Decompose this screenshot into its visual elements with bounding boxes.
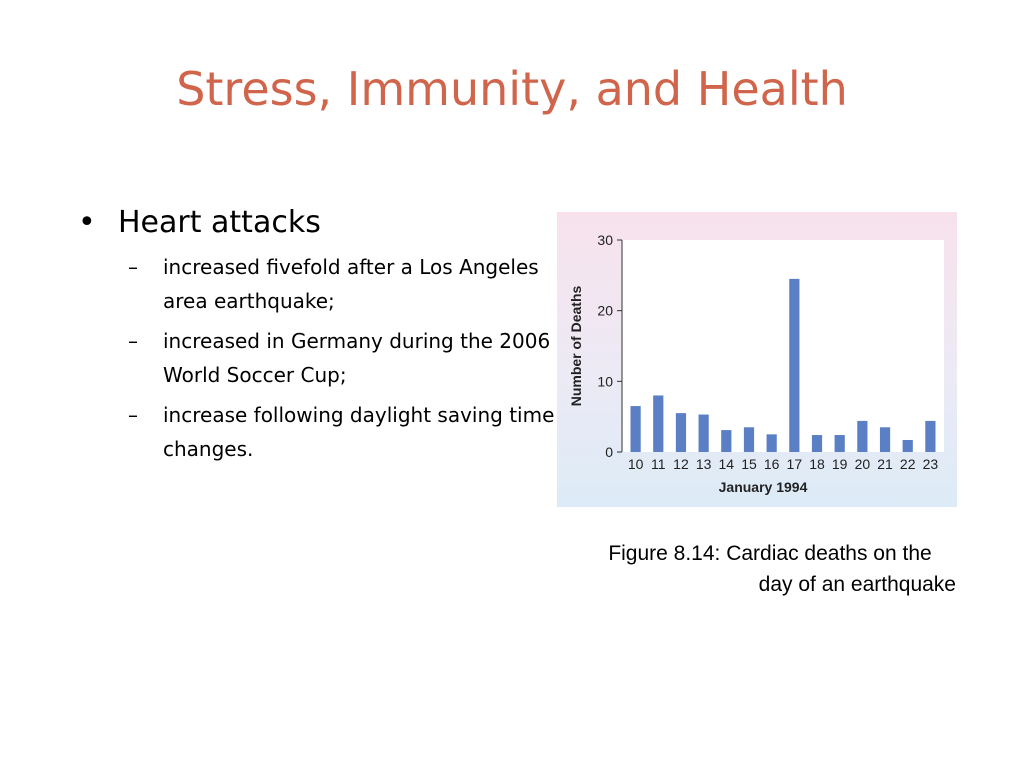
bar bbox=[789, 278, 800, 452]
subitem-text: increased fivefold after a Los Angeles a… bbox=[163, 255, 539, 313]
subitem-earthquake: – increased fivefold after a Los Angeles… bbox=[128, 250, 558, 318]
bar bbox=[743, 427, 755, 452]
slide-title: Stress, Immunity, and Health bbox=[176, 62, 848, 116]
bullet-text: Heart attacks bbox=[118, 205, 321, 240]
y-tick-label: 0 bbox=[605, 444, 613, 460]
x-tick-label: 23 bbox=[923, 456, 939, 472]
subitem-text: increased in Germany during the 2006 Wor… bbox=[163, 329, 551, 387]
y-axis-label: Number of Deaths bbox=[568, 286, 584, 407]
subitem-text: increase following daylight saving time … bbox=[163, 403, 555, 461]
figure-caption: Figure 8.14: Cardiac deaths on the day o… bbox=[560, 538, 980, 600]
caption-line-1: Figure 8.14: Cardiac deaths on the bbox=[608, 542, 932, 565]
bar bbox=[721, 430, 732, 452]
x-tick-label: 14 bbox=[719, 456, 735, 472]
bar bbox=[879, 427, 891, 452]
bar-chart: 0 10 20 30 10 11 12 13 14 15 16 17 18 19 20 21 22 23 Janua… bbox=[568, 232, 944, 495]
x-tick-label: 18 bbox=[809, 456, 825, 472]
y-tick-label: 20 bbox=[597, 303, 613, 319]
bar bbox=[766, 434, 777, 452]
bullet-item-heart-attacks: • Heart attacks bbox=[78, 205, 558, 240]
bullet-dot: • bbox=[78, 205, 96, 240]
x-tick-label: 19 bbox=[832, 456, 848, 472]
x-tick-label: 12 bbox=[673, 456, 689, 472]
bar bbox=[653, 395, 664, 452]
x-tick-label: 16 bbox=[764, 456, 780, 472]
x-tick-label: 10 bbox=[628, 456, 644, 472]
caption-line-2: day of an earthquake bbox=[758, 573, 956, 596]
x-tick-label: 20 bbox=[855, 456, 871, 472]
bullet-list: • Heart attacks – increased fivefold aft… bbox=[78, 205, 558, 472]
bar-chart-panel: 0 10 20 30 10 11 12 13 14 15 16 17 18 19 20 21 22 23 Janua… bbox=[557, 212, 957, 507]
subitem-dash: – bbox=[128, 329, 138, 353]
bar bbox=[902, 439, 913, 452]
bar bbox=[834, 435, 845, 452]
subitem-daylight-saving: – increase following daylight saving tim… bbox=[128, 398, 558, 466]
y-tick-label: 10 bbox=[597, 373, 613, 389]
x-axis-label: January 1994 bbox=[719, 479, 808, 495]
bar bbox=[675, 413, 687, 452]
x-tick-label: 13 bbox=[696, 456, 712, 472]
plot-area bbox=[622, 240, 944, 452]
x-tick-label: 21 bbox=[877, 456, 893, 472]
x-tick-label: 17 bbox=[787, 456, 803, 472]
x-tick-label: 11 bbox=[651, 456, 666, 472]
bar bbox=[630, 406, 641, 452]
x-tick-label: 15 bbox=[741, 456, 757, 472]
bar bbox=[698, 414, 709, 452]
x-tick-label: 22 bbox=[900, 456, 916, 472]
y-tick-label: 30 bbox=[597, 232, 613, 248]
subitem-dash: – bbox=[128, 255, 138, 279]
subitem-soccer-cup: – increased in Germany during the 2006 W… bbox=[128, 324, 558, 392]
bar bbox=[925, 420, 936, 452]
subitem-dash: – bbox=[128, 403, 138, 427]
bar bbox=[811, 435, 823, 452]
bar bbox=[857, 420, 868, 452]
